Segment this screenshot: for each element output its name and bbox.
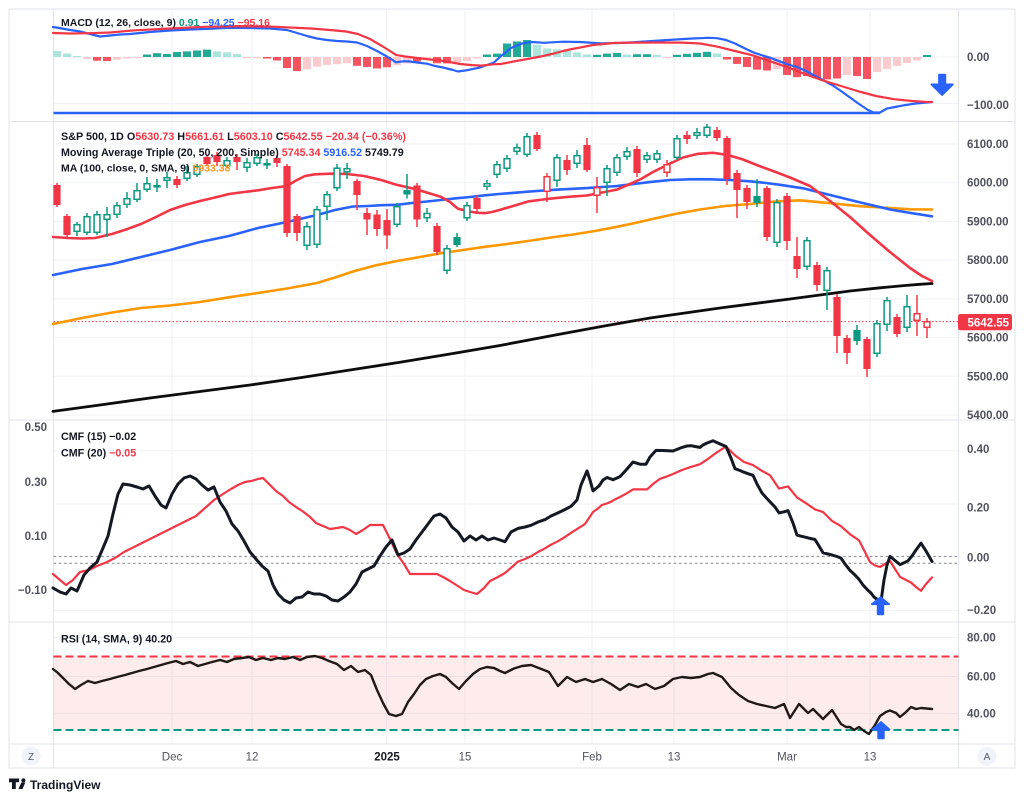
svg-text:RSI (14, SMA, 9) 40.20: RSI (14, SMA, 9) 40.20 — [61, 634, 172, 646]
svg-text:MACD (12, 26, close, 9) 0.91: MACD (12, 26, close, 9) 0.91 −94.25 −95.… — [61, 17, 270, 29]
svg-text:−100.00: −100.00 — [967, 100, 1009, 112]
svg-text:13: 13 — [864, 752, 877, 764]
svg-text:TradingView: TradingView — [30, 778, 101, 792]
svg-text:12: 12 — [246, 752, 259, 764]
svg-text:0.30: 0.30 — [25, 477, 47, 489]
svg-text:0.40: 0.40 — [967, 444, 989, 456]
svg-text:CMF (20) −0.05: CMF (20) −0.05 — [61, 448, 136, 460]
svg-text:6100.00: 6100.00 — [967, 139, 1009, 151]
svg-text:0.50: 0.50 — [25, 422, 47, 434]
svg-text:40.00: 40.00 — [967, 709, 996, 721]
svg-text:5500.00: 5500.00 — [967, 371, 1009, 383]
svg-text:15: 15 — [459, 752, 472, 764]
svg-text:Mar: Mar — [777, 752, 797, 764]
svg-text:A: A — [984, 752, 991, 763]
svg-text:2025: 2025 — [374, 752, 400, 764]
svg-text:6000.00: 6000.00 — [967, 178, 1009, 190]
svg-text:Moving Average Triple (20, 50,: Moving Average Triple (20, 50, 200, Simp… — [61, 147, 404, 159]
svg-text:5600.00: 5600.00 — [967, 333, 1009, 345]
svg-text:5700.00: 5700.00 — [967, 294, 1009, 306]
svg-text:Dec: Dec — [162, 752, 183, 764]
svg-text:CMF (15) −0.02: CMF (15) −0.02 — [61, 431, 136, 443]
svg-text:0.20: 0.20 — [967, 503, 989, 515]
svg-text:5642.55: 5642.55 — [968, 317, 1010, 329]
svg-text:MA (100, close, 0, SMA, 9) 59: MA (100, close, 0, SMA, 9) 5933.38 — [61, 163, 231, 175]
svg-text:5900.00: 5900.00 — [967, 216, 1009, 228]
svg-text:S&P 500, 1D O5630.73 H5661.6: S&P 500, 1D O5630.73 H5661.61 L5603.10 C… — [61, 131, 406, 143]
svg-text:−0.20: −0.20 — [967, 605, 996, 617]
svg-text:0.10: 0.10 — [25, 531, 47, 543]
svg-text:13: 13 — [668, 752, 681, 764]
svg-text:60.00: 60.00 — [967, 672, 996, 684]
svg-text:0.00: 0.00 — [967, 553, 989, 565]
svg-text:−0.10: −0.10 — [18, 585, 47, 597]
svg-text:Z: Z — [28, 752, 34, 763]
svg-text:5800.00: 5800.00 — [967, 255, 1009, 267]
svg-text:5400.00: 5400.00 — [967, 410, 1009, 422]
svg-text:Feb: Feb — [582, 752, 602, 764]
svg-text:80.00: 80.00 — [967, 633, 996, 645]
svg-text:0.00: 0.00 — [967, 52, 989, 64]
